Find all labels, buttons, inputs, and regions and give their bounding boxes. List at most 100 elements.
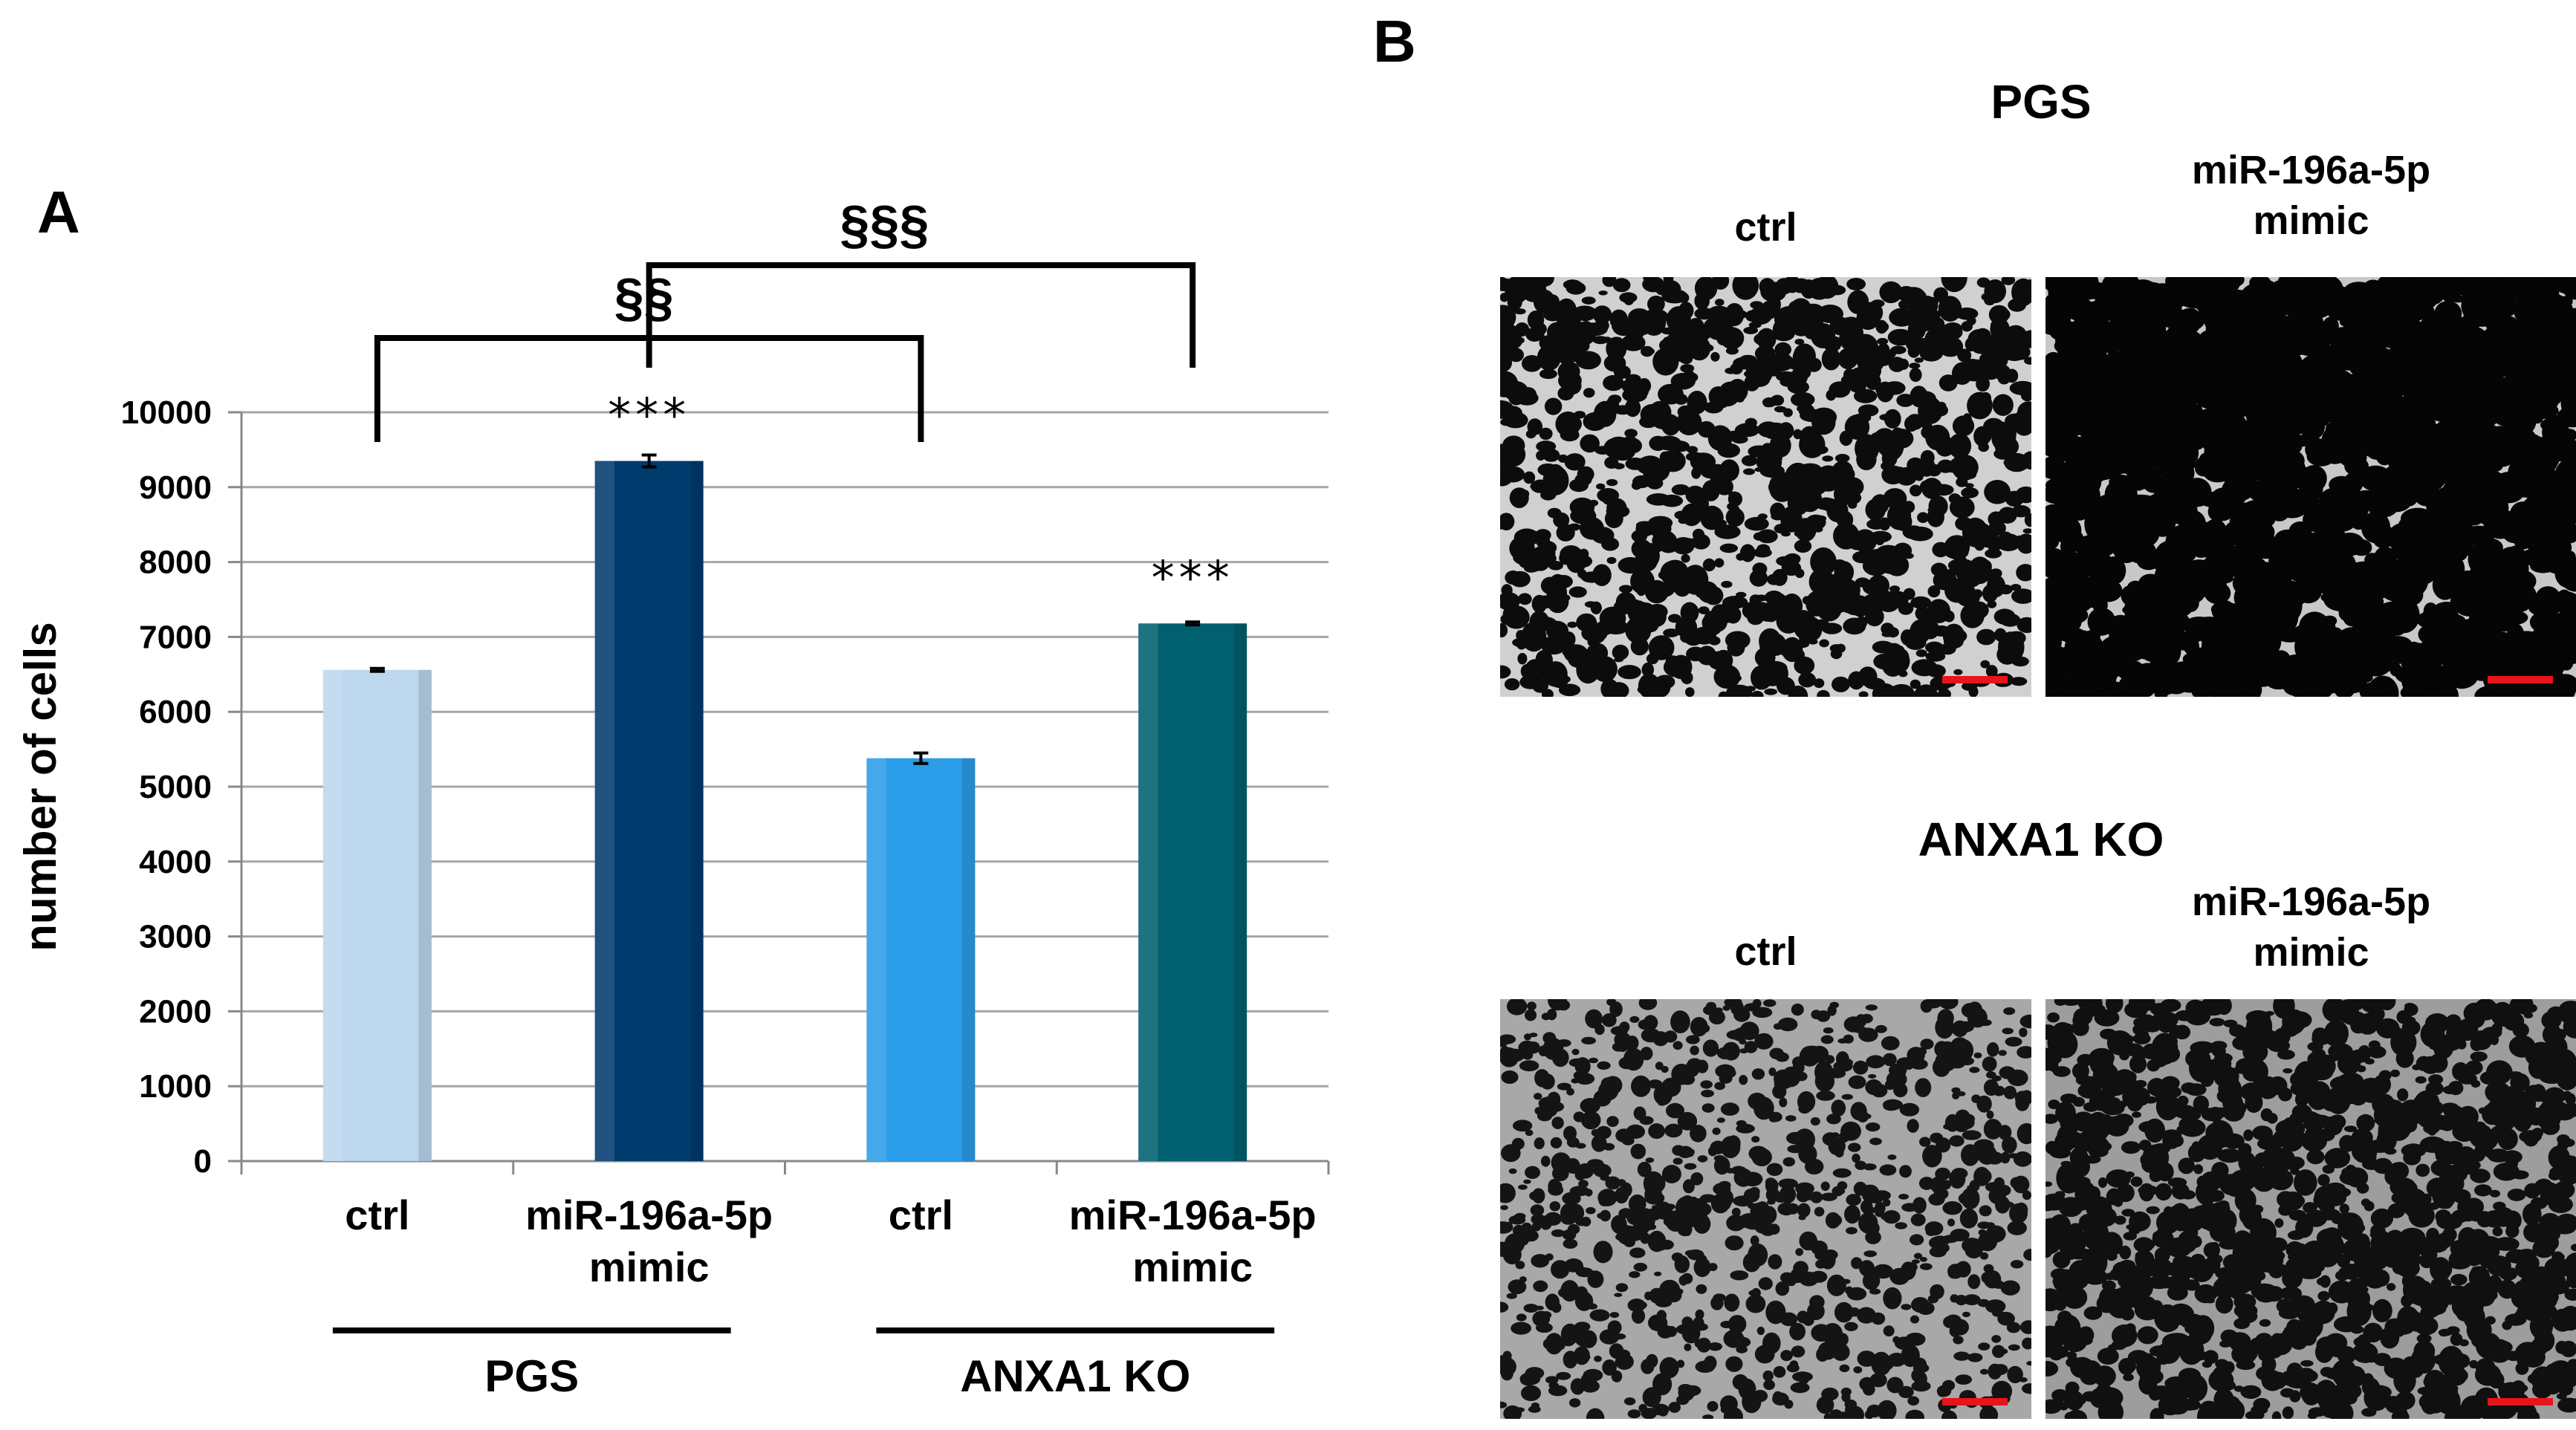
cell (1888, 1063, 1907, 1077)
cell (2337, 1212, 2364, 1241)
cell (1920, 1039, 1934, 1050)
cell (1881, 1036, 1900, 1050)
cell (1714, 1082, 1725, 1091)
cell (1935, 1167, 1950, 1180)
cell (1792, 1061, 1805, 1074)
cell (2458, 527, 2476, 537)
cell (2495, 651, 2522, 675)
cell (2322, 356, 2341, 372)
cell (2468, 277, 2504, 293)
cell (1863, 1250, 1877, 1258)
cell (1911, 1259, 1920, 1264)
cell (1503, 1405, 1522, 1419)
cell (1717, 443, 1740, 458)
cell (1862, 1114, 1872, 1119)
cell (1766, 296, 1781, 313)
cell (1825, 1055, 1834, 1064)
cell (2554, 1363, 2576, 1389)
cell (1907, 345, 1920, 358)
cell (2108, 299, 2141, 331)
cell (1933, 484, 1954, 496)
cell (1670, 654, 1693, 680)
cell (1563, 1125, 1577, 1141)
cell (1630, 1143, 1647, 1160)
cell (1652, 1031, 1669, 1047)
cell (2379, 391, 2398, 409)
cell (1805, 1191, 1814, 1200)
cell (1944, 463, 1965, 473)
cell (2294, 1169, 2317, 1196)
cell (1958, 1192, 1979, 1206)
cell (2357, 377, 2393, 396)
cell (1859, 1377, 1875, 1391)
cell (1658, 1405, 1669, 1417)
cell (1525, 1009, 1537, 1021)
cell (1674, 1255, 1690, 1273)
cell (1763, 999, 1777, 1007)
cell (2188, 1403, 2200, 1411)
cell (2176, 1125, 2189, 1134)
cell (1628, 1194, 1647, 1214)
cell (1606, 337, 1627, 361)
cell (1541, 689, 1554, 697)
cell (1998, 1050, 2007, 1056)
cell (1924, 328, 1948, 356)
cell (1775, 278, 1794, 295)
cell (2064, 632, 2093, 663)
cell (1815, 515, 1827, 522)
cell (2233, 1318, 2251, 1330)
cell (1819, 497, 1833, 507)
cell (2114, 1215, 2126, 1225)
cell-pattern (2045, 999, 2576, 1419)
cell (1674, 394, 1688, 405)
cell (1529, 1033, 1538, 1038)
cell (2401, 1188, 2428, 1218)
cell (1581, 296, 1596, 305)
cell (1910, 1234, 1924, 1246)
cell (1751, 1136, 1760, 1143)
cell (1631, 1075, 1651, 1097)
cell (1721, 580, 1733, 588)
cell (1978, 1229, 1987, 1236)
cell (1591, 415, 1602, 424)
cell (1786, 1131, 1806, 1145)
cell (1589, 1057, 1598, 1064)
cell (1594, 1024, 1605, 1036)
cell (1549, 1201, 1561, 1212)
cell (1768, 1254, 1782, 1270)
cell (1722, 596, 1748, 609)
cell (2394, 302, 2419, 331)
cell (2017, 1046, 2031, 1059)
cell (1685, 485, 1705, 504)
cell (1925, 641, 1944, 654)
cell (2492, 1226, 2503, 1237)
cell (2144, 1096, 2158, 1104)
cell (1716, 1117, 1725, 1123)
cell (1605, 1176, 1621, 1190)
cell (1537, 344, 1561, 371)
cell (2335, 1051, 2354, 1062)
cell (1626, 1211, 1646, 1226)
cell (1910, 1315, 1920, 1324)
cell (1652, 1205, 1660, 1209)
cell (1784, 1400, 1794, 1409)
cell (1973, 1052, 1982, 1059)
cell (1837, 1333, 1849, 1346)
cell (2002, 1136, 2017, 1154)
cell (1833, 483, 1855, 506)
cell (1776, 371, 1797, 382)
cell (2416, 640, 2447, 661)
cell (2400, 686, 2421, 697)
cell (2129, 1055, 2147, 1073)
cell (1977, 530, 1999, 548)
cell (2058, 1197, 2083, 1218)
cell (1936, 1385, 1952, 1397)
cell (2324, 513, 2356, 533)
bracket-label: §§ (614, 268, 674, 328)
cell (2478, 351, 2499, 372)
cell (2109, 620, 2144, 654)
cell (2517, 505, 2546, 527)
cell (2508, 277, 2539, 301)
cell (1879, 1164, 1897, 1176)
cell (1914, 471, 1924, 481)
